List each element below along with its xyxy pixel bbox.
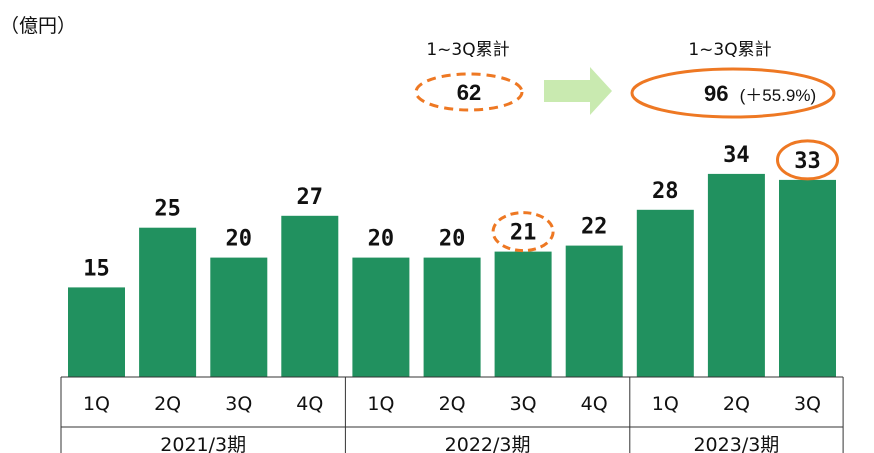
tick-label: 3Q (510, 393, 537, 415)
bar (707, 173, 765, 377)
bar (423, 257, 481, 377)
bar (281, 215, 339, 378)
data-label: 20 (226, 227, 253, 252)
summary-current-oval (630, 67, 836, 119)
bar (352, 257, 410, 377)
bar (779, 179, 836, 377)
tick-label: 1Q (367, 393, 394, 415)
data-label: 28 (652, 179, 679, 204)
tick-label: 2Q (439, 393, 466, 415)
data-label: 34 (723, 143, 750, 168)
bar (210, 257, 268, 377)
summary-previous-label: 1~3Q累計 (426, 40, 509, 60)
data-labels-layer: 15 25 20 27 20 20 21 22 28 34 33 (83, 143, 821, 282)
bars-layer (68, 173, 836, 378)
highlight-layer (491, 139, 839, 253)
unit-label: （億円） (0, 15, 76, 37)
arrow-right-icon (544, 67, 612, 115)
data-label: 27 (297, 185, 324, 210)
tick-label: 2Q (723, 393, 750, 415)
tick-label: 1Q (652, 393, 679, 415)
summary-current-value: 96 (704, 81, 728, 106)
data-label: 33 (794, 149, 821, 174)
tick-label: 4Q (296, 393, 323, 415)
period-label: 2021/3期 (160, 434, 246, 453)
highlight-oval (491, 211, 555, 253)
data-label: 25 (154, 197, 181, 222)
summary-current-text: 96 (＋55.9%) (704, 81, 816, 106)
tick-label: 2Q (154, 393, 181, 415)
summary-current-change: (＋55.9%) (740, 86, 817, 105)
tick-label: 4Q (581, 393, 608, 415)
tick-label: 3Q (794, 393, 821, 415)
bar (636, 209, 694, 377)
bar (139, 227, 197, 377)
data-label: 20 (368, 227, 395, 252)
bar (494, 251, 552, 377)
summary-previous-value: 62 (457, 80, 481, 105)
summary-previous-oval (414, 72, 524, 112)
bar (565, 245, 623, 377)
summary-current-label: 1~3Q累計 (688, 40, 771, 60)
data-label: 21 (510, 221, 537, 246)
tick-label: 1Q (83, 393, 110, 415)
bar (68, 287, 125, 377)
data-label: 15 (83, 256, 110, 281)
period-label: 2023/3期 (693, 434, 779, 453)
data-label: 20 (439, 227, 466, 252)
data-label: 22 (581, 215, 608, 240)
highlight-oval (776, 139, 839, 181)
period-label: 2022/3期 (445, 434, 531, 453)
tick-label: 3Q (225, 393, 252, 415)
category-axis: 1Q 2Q 3Q 4Q 1Q 2Q 3Q 4Q 1Q 2Q 3Q 2021/3期 2022/3期 2023… (60, 376, 844, 453)
